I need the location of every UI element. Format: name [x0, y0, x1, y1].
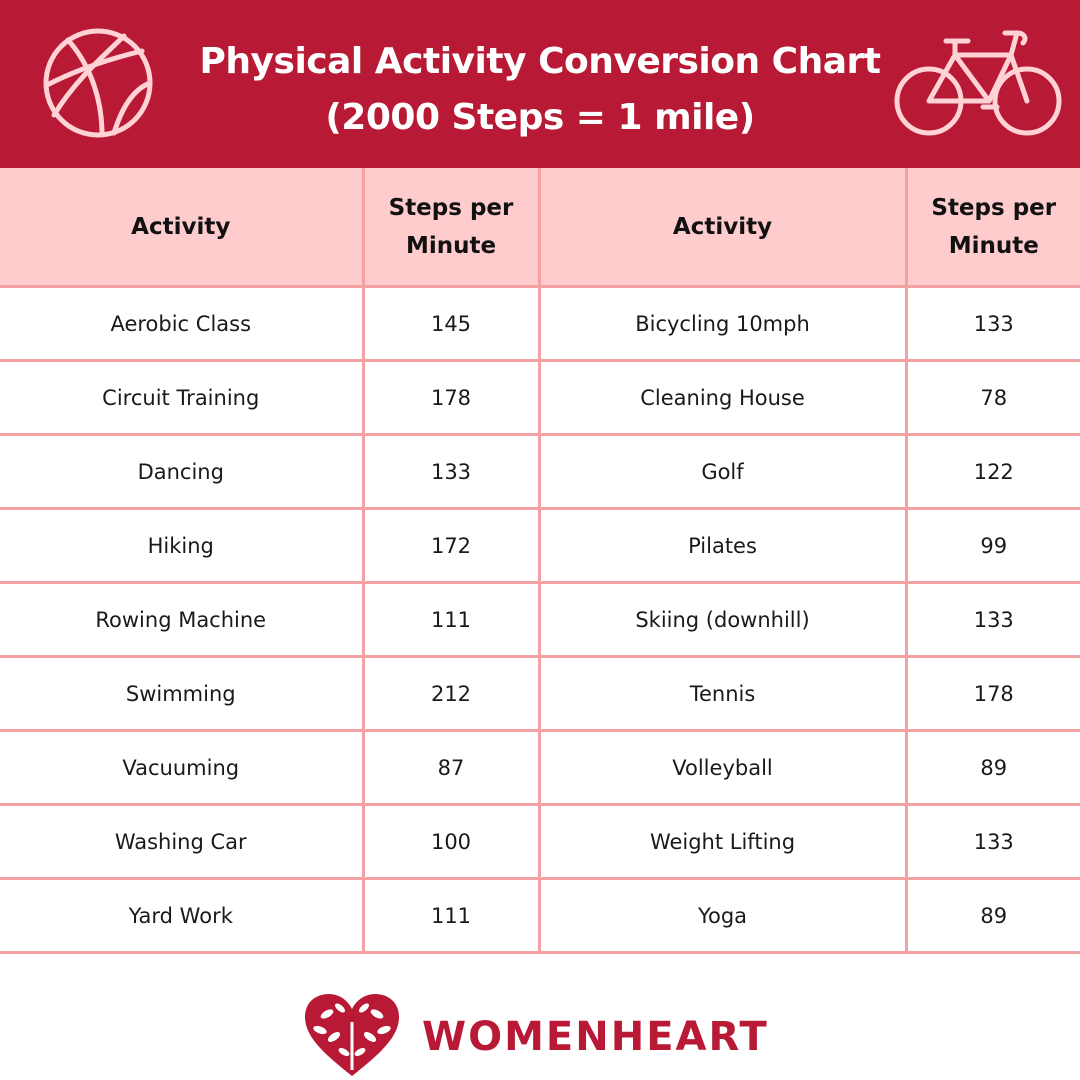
- header-steps-1: Steps per Minute: [361, 168, 541, 288]
- table-row: Washing Car 100 Weight Lifting 133: [0, 803, 1080, 880]
- steps-cell: 89: [904, 729, 1080, 806]
- activity-cell: Yard Work: [0, 877, 365, 954]
- header-steps-2: Steps per Minute: [904, 168, 1080, 288]
- header-activity-1: Activity: [0, 168, 365, 288]
- activity-cell: Golf: [537, 433, 908, 510]
- steps-cell: 89: [904, 877, 1080, 954]
- activity-cell: Cleaning House: [537, 359, 908, 436]
- title-line-2: (2000 Steps = 1 mile): [325, 97, 755, 138]
- header-steps-2-label: Steps per Minute: [931, 194, 1057, 259]
- steps-cell: 122: [904, 433, 1080, 510]
- activity-cell: Aerobic Class: [0, 285, 365, 362]
- table-row: Circuit Training 178 Cleaning House 78: [0, 359, 1080, 436]
- steps-cell: 100: [361, 803, 541, 880]
- steps-cell: 111: [361, 877, 541, 954]
- table-row: Hiking 172 Pilates 99: [0, 507, 1080, 584]
- table-header-row: Activity Steps per Minute Activity Steps…: [0, 168, 1080, 288]
- header-activity-2: Activity: [537, 168, 908, 288]
- leaf-heart-icon: [305, 994, 399, 1076]
- steps-cell: 172: [361, 507, 541, 584]
- steps-cell: 133: [904, 581, 1080, 658]
- steps-cell: 133: [904, 803, 1080, 880]
- activity-cell: Weight Lifting: [537, 803, 908, 880]
- activity-cell: Hiking: [0, 507, 365, 584]
- activity-cell: Washing Car: [0, 803, 365, 880]
- basketball-icon: [43, 28, 153, 138]
- brand-name: WOMENHEART: [422, 1014, 769, 1060]
- womenheart-logo: WOMENHEART: [302, 990, 782, 1080]
- activity-cell: Swimming: [0, 655, 365, 732]
- activity-cell: Circuit Training: [0, 359, 365, 436]
- activity-cell: Vacuuming: [0, 729, 365, 806]
- table-row: Vacuuming 87 Volleyball 89: [0, 729, 1080, 806]
- activity-cell: Pilates: [537, 507, 908, 584]
- steps-cell: 78: [904, 359, 1080, 436]
- activity-cell: Bicycling 10mph: [537, 285, 908, 362]
- steps-cell: 133: [904, 285, 1080, 362]
- activity-cell: Skiing (downhill): [537, 581, 908, 658]
- title-line-1: Physical Activity Conversion Chart: [199, 41, 881, 82]
- header-banner: Physical Activity Conversion Chart (2000…: [0, 0, 1080, 168]
- steps-cell: 178: [361, 359, 541, 436]
- steps-cell: 87: [361, 729, 541, 806]
- table-row: Dancing 133 Golf 122: [0, 433, 1080, 510]
- bicycle-icon: [894, 30, 1062, 136]
- table-row: Yard Work 111 Yoga 89: [0, 877, 1080, 954]
- activity-cell: Dancing: [0, 433, 365, 510]
- conversion-table: Activity Steps per Minute Activity Steps…: [0, 168, 1080, 954]
- steps-cell: 212: [361, 655, 541, 732]
- header-steps-1-label: Steps per Minute: [388, 194, 514, 259]
- steps-cell: 111: [361, 581, 541, 658]
- table-row: Swimming 212 Tennis 178: [0, 655, 1080, 732]
- table-row: Rowing Machine 111 Skiing (downhill) 133: [0, 581, 1080, 658]
- steps-cell: 178: [904, 655, 1080, 732]
- steps-cell: 145: [361, 285, 541, 362]
- activity-cell: Tennis: [537, 655, 908, 732]
- activity-cell: Volleyball: [537, 729, 908, 806]
- steps-cell: 133: [361, 433, 541, 510]
- table-row: Aerobic Class 145 Bicycling 10mph 133: [0, 285, 1080, 362]
- activity-cell: Yoga: [537, 877, 908, 954]
- activity-cell: Rowing Machine: [0, 581, 365, 658]
- steps-cell: 99: [904, 507, 1080, 584]
- page-title: Physical Activity Conversion Chart (2000…: [180, 34, 900, 146]
